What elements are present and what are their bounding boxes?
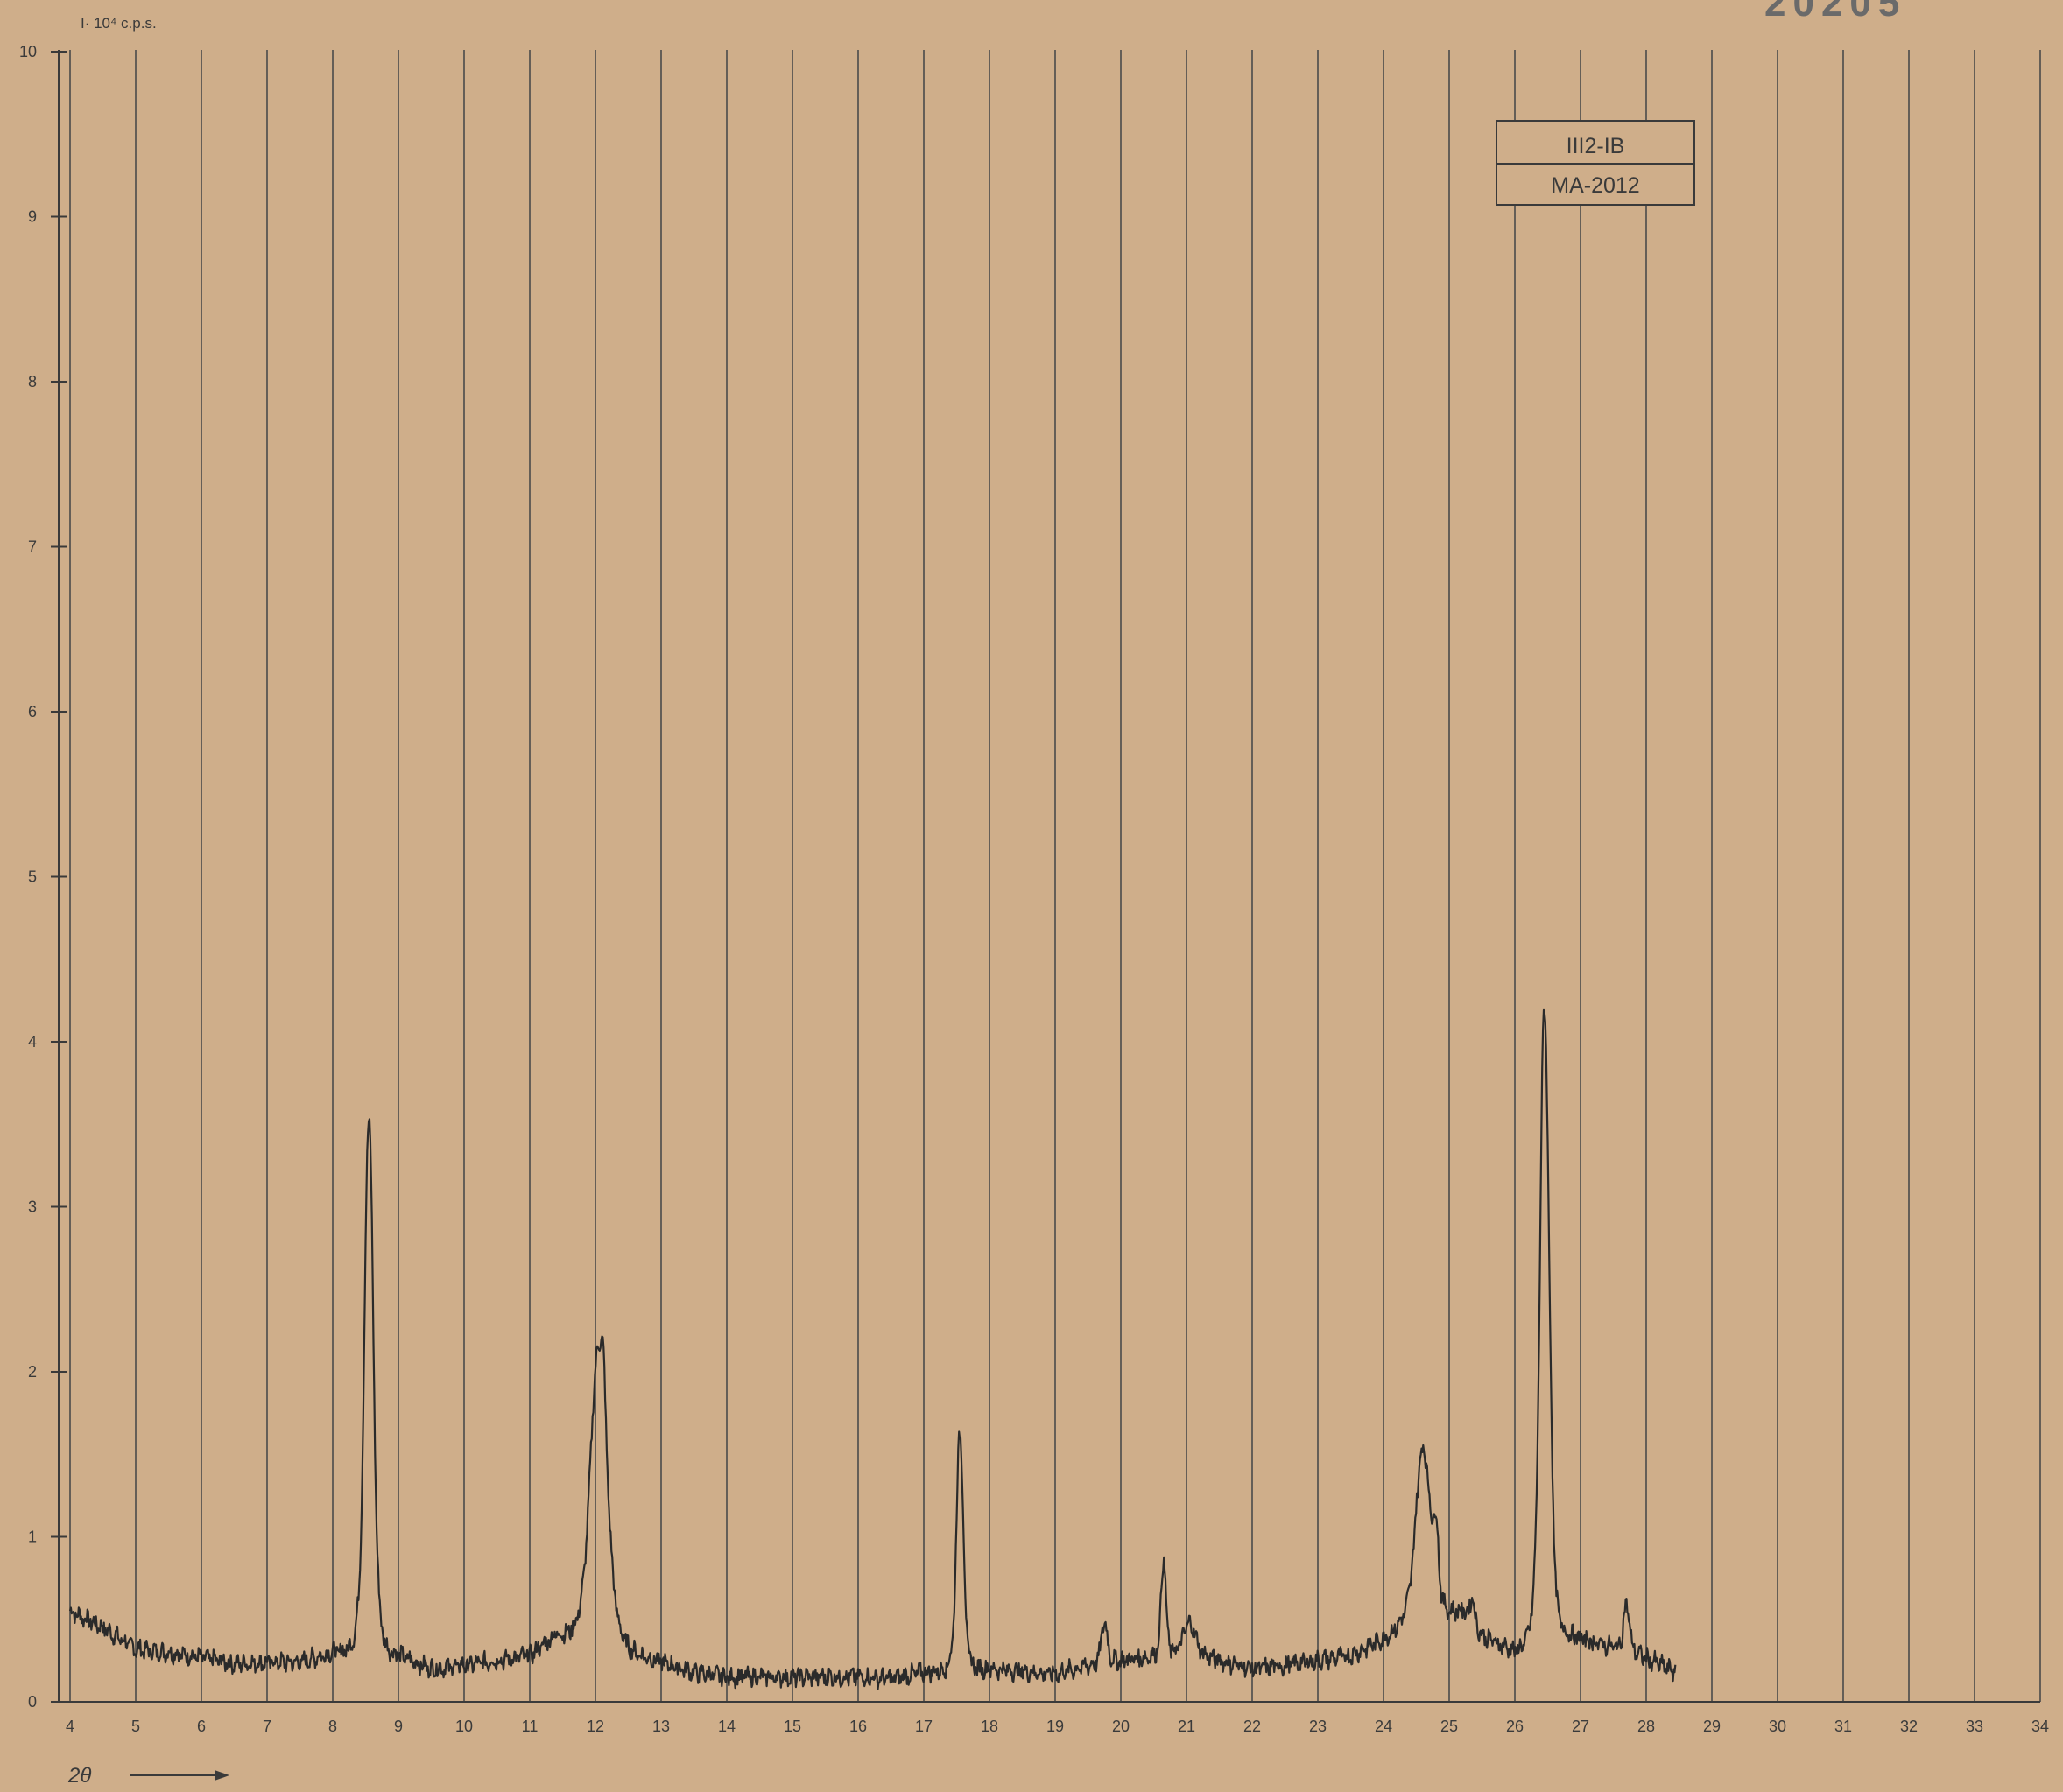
x-tick-label-25: 25 (1440, 1718, 1458, 1735)
x-tick-label-16: 16 (849, 1718, 867, 1735)
series-group (68, 1008, 1677, 1690)
y-tick-label-5: 5 (28, 868, 37, 886)
x-tick-label-8: 8 (328, 1718, 337, 1735)
x-tick-label-23: 23 (1309, 1718, 1327, 1735)
y-tick-label-7: 7 (28, 538, 37, 556)
y-tick-label-0: 0 (28, 1693, 37, 1711)
x-tick-label-17: 17 (915, 1718, 933, 1735)
x-tick-label-9: 9 (394, 1718, 403, 1735)
x-tick-label-22: 22 (1243, 1718, 1261, 1735)
x-tick-label-27: 27 (1572, 1718, 1589, 1735)
x-axis-label: 2θ (67, 1764, 91, 1788)
y-tick-label-10: 10 (19, 43, 37, 60)
x-tick-label-31: 31 (1834, 1718, 1852, 1735)
sample-code-label: MA-2012 (1551, 173, 1639, 198)
x-tick-label-18: 18 (981, 1718, 998, 1735)
x-axis-arrow (130, 1770, 229, 1781)
x-tick-label-29: 29 (1703, 1718, 1721, 1735)
y-tick-label-1: 1 (28, 1528, 37, 1546)
y-tick-label-8: 8 (28, 373, 37, 390)
x-tick-label-19: 19 (1046, 1718, 1064, 1735)
x-tick-label-20: 20 (1112, 1718, 1130, 1735)
x-tick-label-24: 24 (1375, 1718, 1392, 1735)
x-tick-label-14: 14 (718, 1718, 736, 1735)
x-tick-label-10: 10 (455, 1718, 473, 1735)
sample-label-box: III2-IB MA-2012 (1496, 120, 1695, 206)
y-tick-label-2: 2 (28, 1363, 37, 1381)
y-tick-label-9: 9 (28, 208, 37, 226)
x-tick-labels: 4 5 6 7 8 9 10 11 12 13 14 15 16 17 18 19 20 21 22 23 24 25 26… (66, 1718, 2049, 1735)
x-tick-label-11: 11 (522, 1718, 539, 1735)
x-tick-label-15: 15 (784, 1718, 801, 1735)
y-tick-labels: 0 1 2 3 4 5 6 7 8 9 10 (19, 43, 67, 1711)
x-tick-label-26: 26 (1506, 1718, 1524, 1735)
y-tick-label-3: 3 (28, 1198, 37, 1216)
x-tick-label-30: 30 (1769, 1718, 1786, 1735)
y-axis-label: I· 10⁴ c.p.s. (81, 15, 157, 32)
y-tick-label-4: 4 (28, 1033, 37, 1051)
y-tick-label-6: 6 (28, 703, 37, 720)
x-tick-label-33: 33 (1966, 1718, 1983, 1735)
sheet-number: 20205 (1764, 0, 1906, 25)
x-tick-label-12: 12 (587, 1718, 604, 1735)
x-tick-label-32: 32 (1900, 1718, 1918, 1735)
x-tick-label-5: 5 (131, 1718, 140, 1735)
x-tick-label-6: 6 (197, 1718, 206, 1735)
x-tick-label-7: 7 (263, 1718, 271, 1735)
x-tick-label-28: 28 (1637, 1718, 1655, 1735)
x-tick-label-4: 4 (66, 1718, 74, 1735)
sample-id-label: III2-IB (1567, 134, 1625, 158)
axes (58, 50, 2040, 1703)
x-tick-label-34: 34 (2031, 1718, 2049, 1735)
x-tick-label-13: 13 (652, 1718, 670, 1735)
x-tick-label-21: 21 (1178, 1718, 1195, 1735)
diffraction-trace (68, 1008, 1677, 1690)
grid-lines (69, 50, 2041, 1702)
